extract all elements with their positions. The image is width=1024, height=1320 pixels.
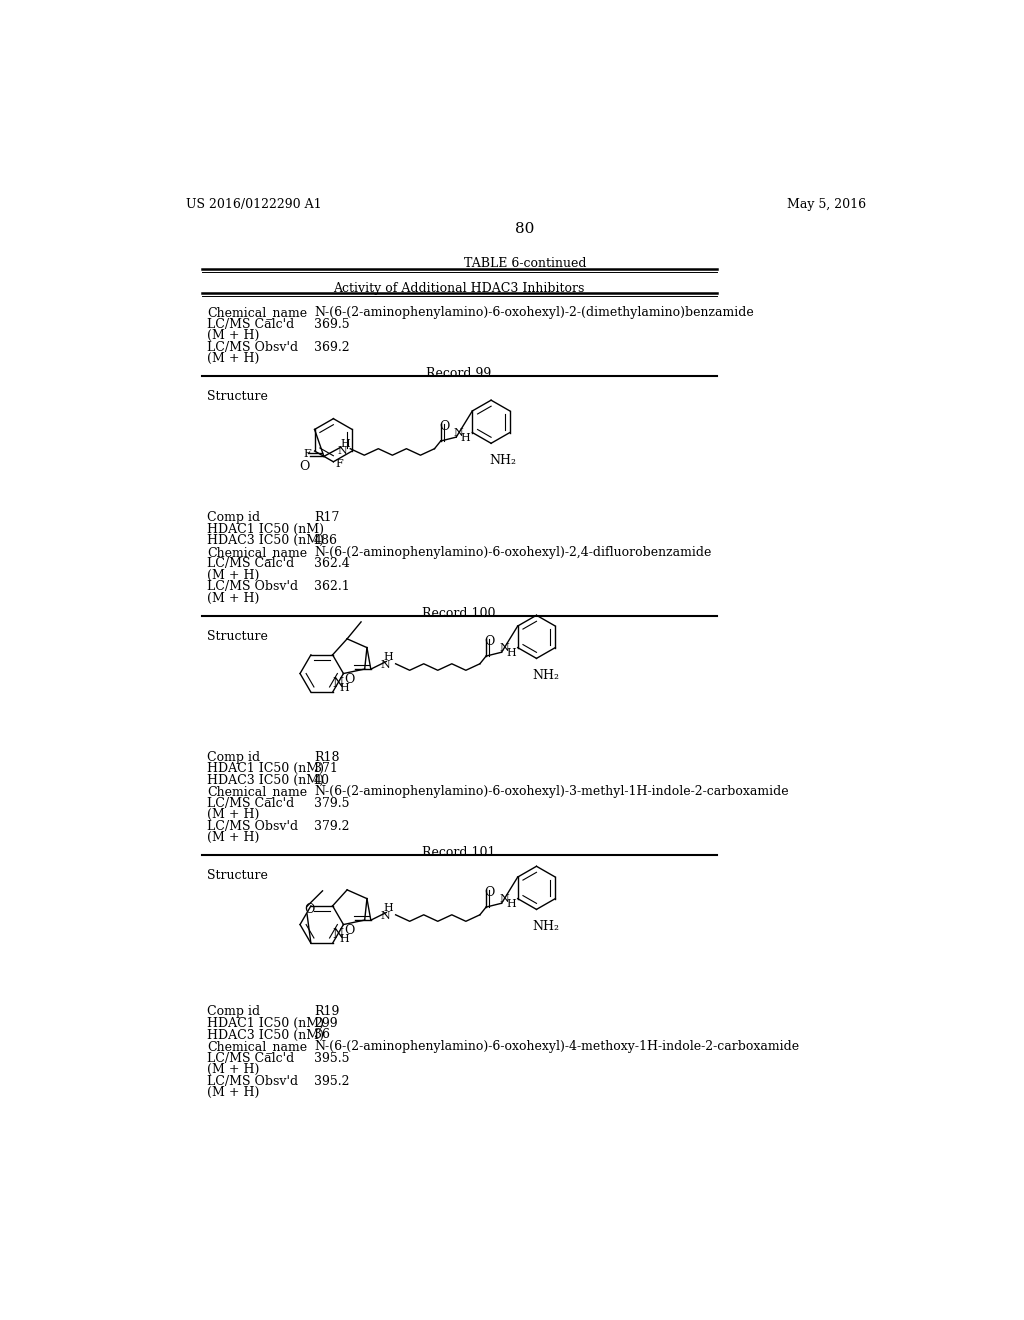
Text: (M + H): (M + H) bbox=[207, 591, 259, 605]
Text: N-(6-(2-aminophenylamino)-6-oxohexyl)-2-(dimethylamino)benzamide: N-(6-(2-aminophenylamino)-6-oxohexyl)-2-… bbox=[314, 306, 754, 319]
Text: HDAC1 IC50 (nM): HDAC1 IC50 (nM) bbox=[207, 762, 324, 775]
Text: O: O bbox=[484, 635, 495, 648]
Text: H: H bbox=[506, 899, 516, 909]
Text: N-(6-(2-aminophenylamino)-6-oxohexyl)-2,4-difluorobenzamide: N-(6-(2-aminophenylamino)-6-oxohexyl)-2,… bbox=[314, 545, 712, 558]
Text: Comp id: Comp id bbox=[207, 1006, 260, 1019]
Text: (M + H): (M + H) bbox=[207, 330, 259, 342]
Text: NH₂: NH₂ bbox=[532, 669, 559, 682]
Text: O: O bbox=[439, 420, 450, 433]
Text: H: H bbox=[506, 648, 516, 659]
Text: LC/MS Obsv'd: LC/MS Obsv'd bbox=[207, 581, 298, 594]
Text: LC/MS Calc'd: LC/MS Calc'd bbox=[207, 318, 294, 331]
Text: TABLE 6-continued: TABLE 6-continued bbox=[464, 257, 586, 271]
Text: (M + H): (M + H) bbox=[207, 832, 259, 845]
Text: H: H bbox=[340, 682, 349, 693]
Text: N: N bbox=[333, 677, 344, 690]
Text: H: H bbox=[340, 440, 350, 449]
Text: HDAC1 IC50 (nM): HDAC1 IC50 (nM) bbox=[207, 523, 324, 536]
Text: O: O bbox=[299, 461, 309, 474]
Text: LC/MS Calc'd: LC/MS Calc'd bbox=[207, 557, 294, 570]
Text: 369.2: 369.2 bbox=[314, 341, 349, 354]
Text: 486: 486 bbox=[314, 535, 338, 548]
Text: N: N bbox=[337, 446, 347, 457]
Text: O: O bbox=[344, 924, 355, 937]
Text: Chemical_name: Chemical_name bbox=[207, 306, 307, 319]
Text: HDAC3 IC50 (nM): HDAC3 IC50 (nM) bbox=[207, 535, 324, 548]
Text: HDAC3 IC50 (nM): HDAC3 IC50 (nM) bbox=[207, 774, 324, 787]
Text: (M + H): (M + H) bbox=[207, 352, 259, 366]
Text: N: N bbox=[500, 643, 509, 653]
Text: 371: 371 bbox=[314, 762, 338, 775]
Text: US 2016/0122290 A1: US 2016/0122290 A1 bbox=[186, 198, 322, 211]
Text: N: N bbox=[333, 928, 344, 941]
Text: N: N bbox=[380, 660, 390, 671]
Text: 395.5: 395.5 bbox=[314, 1052, 349, 1065]
Text: Chemical_name: Chemical_name bbox=[207, 545, 307, 558]
Text: NH₂: NH₂ bbox=[489, 454, 516, 467]
Text: 299: 299 bbox=[314, 1016, 338, 1030]
Text: H: H bbox=[383, 903, 393, 913]
Text: (M + H): (M + H) bbox=[207, 1063, 259, 1076]
Text: Record 101: Record 101 bbox=[422, 846, 496, 859]
Text: Structure: Structure bbox=[207, 630, 268, 643]
Text: H: H bbox=[340, 933, 349, 944]
Text: Comp id: Comp id bbox=[207, 751, 260, 763]
Text: 369.5: 369.5 bbox=[314, 318, 349, 331]
Text: LC/MS Calc'd: LC/MS Calc'd bbox=[207, 1052, 294, 1065]
Text: Activity of Additional HDAC3 Inhibitors: Activity of Additional HDAC3 Inhibitors bbox=[333, 282, 585, 296]
Text: 395.2: 395.2 bbox=[314, 1074, 349, 1088]
Text: (M + H): (M + H) bbox=[207, 808, 259, 821]
Text: (M + H): (M + H) bbox=[207, 1086, 259, 1100]
Text: 36: 36 bbox=[314, 1028, 330, 1041]
Text: NH₂: NH₂ bbox=[532, 920, 559, 933]
Text: May 5, 2016: May 5, 2016 bbox=[786, 198, 866, 211]
Text: R18: R18 bbox=[314, 751, 340, 763]
Text: 40: 40 bbox=[314, 774, 330, 787]
Text: H: H bbox=[461, 433, 471, 444]
Text: LC/MS Calc'd: LC/MS Calc'd bbox=[207, 797, 294, 809]
Text: R17: R17 bbox=[314, 511, 339, 524]
Text: O: O bbox=[484, 886, 495, 899]
Text: N: N bbox=[500, 894, 509, 904]
Text: LC/MS Obsv'd: LC/MS Obsv'd bbox=[207, 341, 298, 354]
Text: F: F bbox=[335, 459, 343, 470]
Text: LC/MS Obsv'd: LC/MS Obsv'd bbox=[207, 1074, 298, 1088]
Text: N: N bbox=[454, 428, 464, 438]
Text: 80: 80 bbox=[515, 222, 535, 235]
Text: 362.1: 362.1 bbox=[314, 581, 350, 594]
Text: Structure: Structure bbox=[207, 391, 268, 403]
Text: O: O bbox=[344, 673, 355, 686]
Text: Chemical_name: Chemical_name bbox=[207, 785, 307, 799]
Text: HDAC1 IC50 (nM): HDAC1 IC50 (nM) bbox=[207, 1016, 324, 1030]
Text: O: O bbox=[305, 903, 315, 916]
Text: (M + H): (M + H) bbox=[207, 569, 259, 582]
Text: Structure: Structure bbox=[207, 869, 268, 882]
Text: HDAC3 IC50 (nM): HDAC3 IC50 (nM) bbox=[207, 1028, 324, 1041]
Text: Record 99: Record 99 bbox=[426, 367, 492, 380]
Text: Record 100: Record 100 bbox=[422, 607, 496, 619]
Text: R19: R19 bbox=[314, 1006, 339, 1019]
Text: N: N bbox=[380, 911, 390, 921]
Text: 362.4: 362.4 bbox=[314, 557, 350, 570]
Text: N-(6-(2-aminophenylamino)-6-oxohexyl)-3-methyl-1H-indole-2-carboxamide: N-(6-(2-aminophenylamino)-6-oxohexyl)-3-… bbox=[314, 785, 788, 799]
Text: N-(6-(2-aminophenylamino)-6-oxohexyl)-4-methoxy-1H-indole-2-carboxamide: N-(6-(2-aminophenylamino)-6-oxohexyl)-4-… bbox=[314, 1040, 799, 1053]
Text: LC/MS Obsv'd: LC/MS Obsv'd bbox=[207, 820, 298, 833]
Text: 379.5: 379.5 bbox=[314, 797, 349, 809]
Text: Chemical_name: Chemical_name bbox=[207, 1040, 307, 1053]
Text: 379.2: 379.2 bbox=[314, 820, 349, 833]
Text: Comp id: Comp id bbox=[207, 511, 260, 524]
Text: F: F bbox=[304, 449, 311, 458]
Text: H: H bbox=[383, 652, 393, 663]
